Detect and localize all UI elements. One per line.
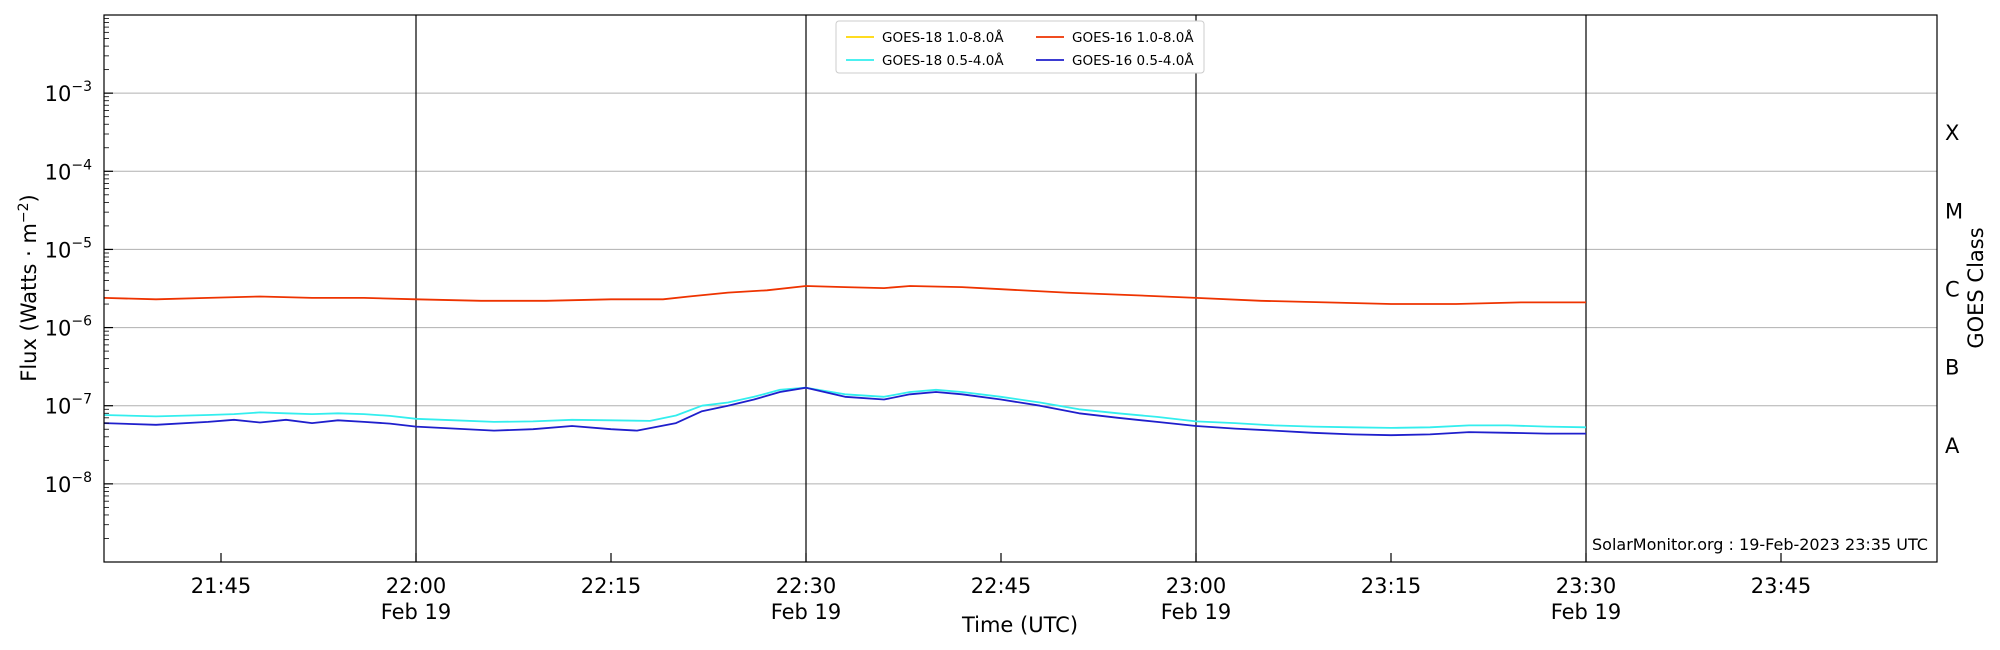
x-tick-label: 22:45 [971, 574, 1032, 598]
series-line-3 [103, 386, 1586, 437]
x-tick-label: 22:00 [386, 574, 447, 598]
flux-series [103, 285, 1587, 437]
x-tick-label: 22:30 [776, 574, 837, 598]
hour-markers [415, 15, 1587, 562]
y-tick-label: 10−3 [45, 79, 92, 106]
x-tick-label: 23:15 [1361, 574, 1422, 598]
legend: GOES-18 1.0-8.0Å GOES-18 0.5-4.0Å GOES-16 … [835, 20, 1205, 74]
x-tick-label: 21:45 [191, 574, 252, 598]
legend-label: GOES-16 1.0-8.0Å [1072, 29, 1194, 46]
x-tick-date: Feb 19 [1161, 600, 1232, 624]
x-tick-date: Feb 19 [771, 600, 842, 624]
x-tick-date: Feb 19 [381, 600, 452, 624]
plot-frame [103, 14, 1938, 563]
y-axis-title: Flux (Watts · m−2) [16, 194, 41, 382]
y-tick-label: 10−7 [45, 392, 92, 419]
x-tick-date: Feb 19 [1551, 600, 1622, 624]
goes-class-x: X [1945, 121, 1959, 145]
goes-class-c: C [1945, 278, 1960, 302]
y-tick-label: 10−4 [45, 157, 92, 184]
horizontal-grid [104, 92, 1937, 485]
series-line-1 [103, 386, 1587, 429]
y-tick-label: 10−6 [45, 314, 92, 341]
x-axis-title: Time (UTC) [961, 613, 1078, 637]
x-tick-label: 23:30 [1556, 574, 1617, 598]
y-tick-label: 10−8 [45, 470, 92, 497]
y-axis-ticks: 10−8 10−7 10−6 10−5 10−4 10−3 [45, 18, 113, 539]
right-axis-title: GOES Class [1964, 227, 1988, 348]
legend-label: GOES-16 0.5-4.0Å [1072, 52, 1194, 69]
y-tick-label: 10−5 [45, 235, 92, 262]
legend-box [835, 20, 1205, 74]
goes-class-labels: A B C M X [1945, 121, 1963, 458]
goes-class-m: M [1945, 199, 1963, 223]
goes-class-b: B [1945, 356, 1959, 380]
solarmonitor-credit: SolarMonitor.org : 19-Feb-2023 23:35 UTC [1592, 535, 1928, 554]
x-tick-label: 22:15 [581, 574, 642, 598]
x-tick-label: 23:45 [1751, 574, 1812, 598]
x-tick-label: 23:00 [1166, 574, 1227, 598]
series-line-2 [103, 285, 1586, 305]
legend-label: GOES-18 1.0-8.0Å [882, 29, 1004, 46]
legend-label: GOES-18 0.5-4.0Å [882, 52, 1004, 69]
goes-class-a: A [1945, 434, 1960, 458]
